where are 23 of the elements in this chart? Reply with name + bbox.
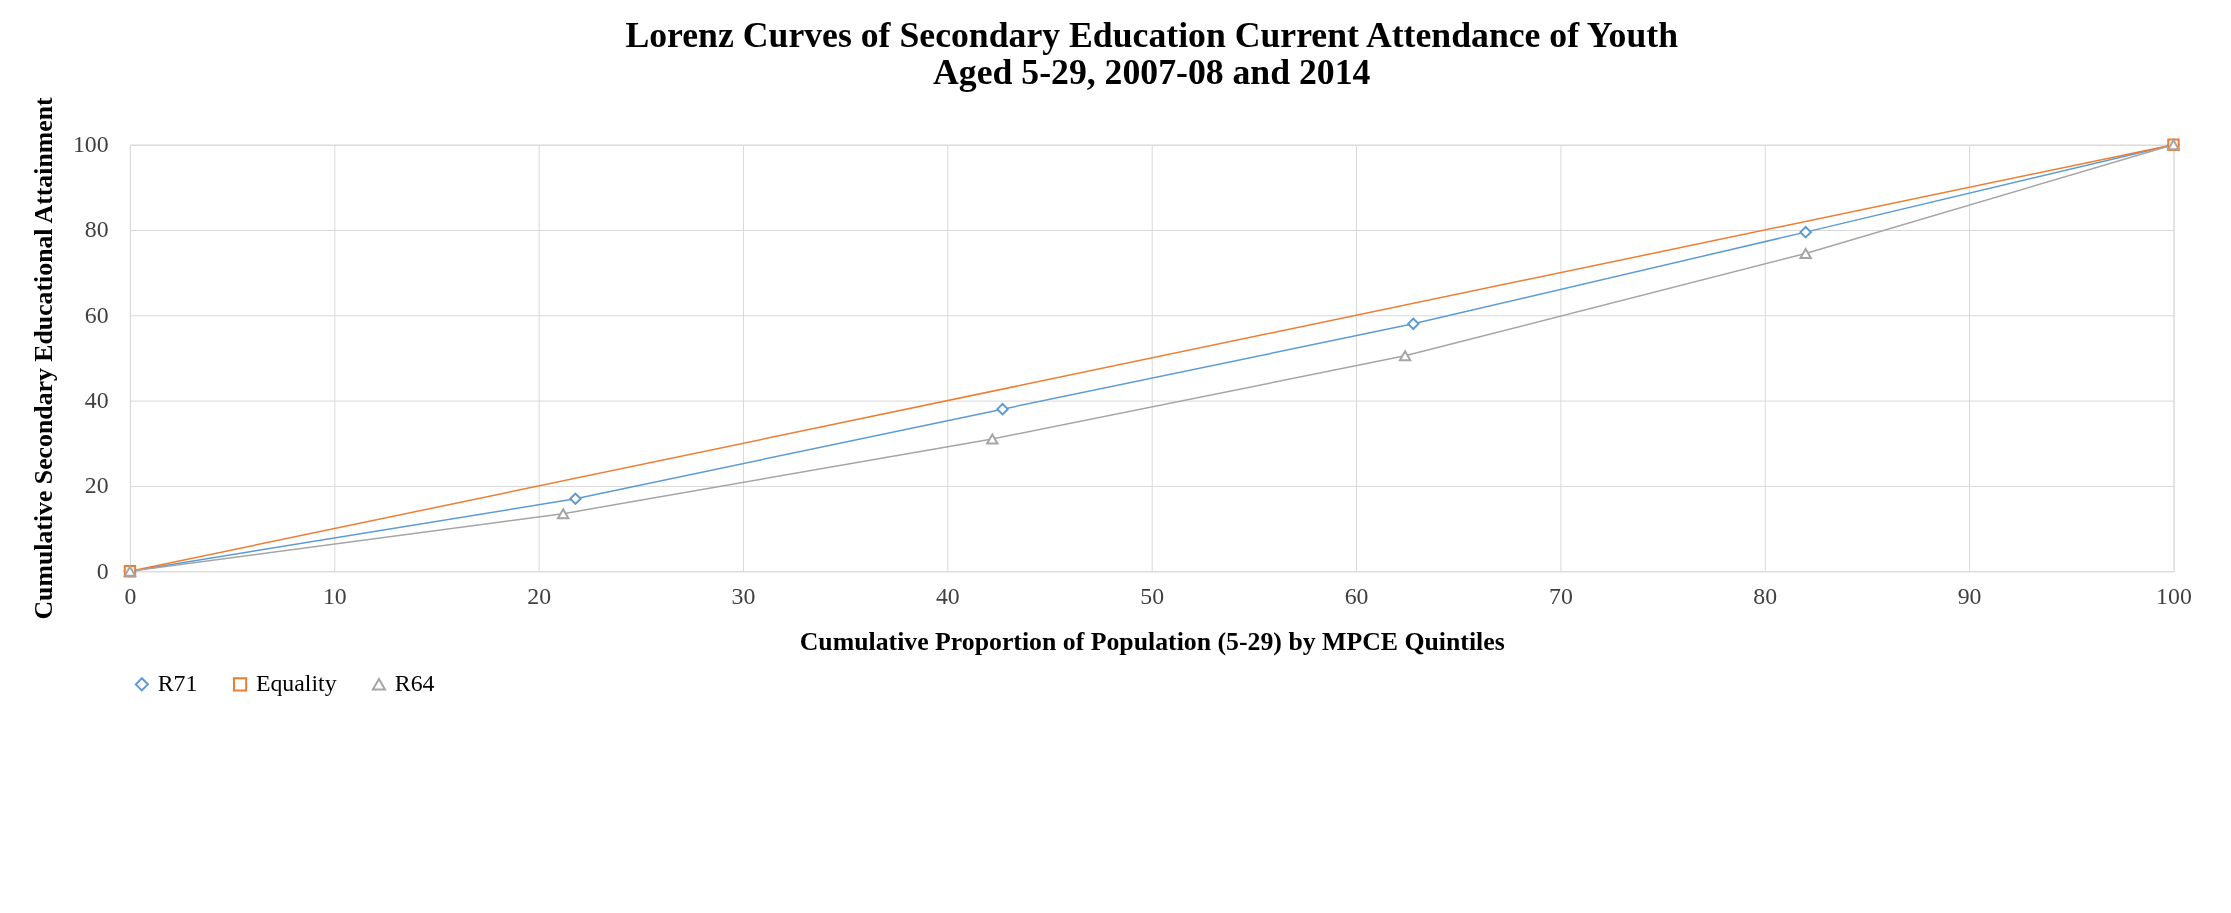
legend-label: Equality xyxy=(255,670,337,697)
x-tick-label: 10 xyxy=(322,583,347,610)
x-tick-label: 20 xyxy=(527,583,552,610)
chart-title: Lorenz Curves of Secondary Education Current Attendance of Youth Aged 5-29, 2007-08 and 2014 xyxy=(625,14,1679,93)
y-tick-label: 0 xyxy=(96,557,109,584)
legend-label: R71 xyxy=(157,670,198,697)
y-tick-label: 100 xyxy=(72,131,109,158)
y-tick-label: 80 xyxy=(84,216,109,243)
y-tick-label: 40 xyxy=(84,387,109,414)
y-axis-title: Cumulative Secondary Educational Attainment xyxy=(29,97,59,620)
x-tick-label: 80 xyxy=(1753,583,1778,610)
x-tick-label: 40 xyxy=(935,583,960,610)
x-tick-label: 70 xyxy=(1549,583,1573,610)
y-tick-label: 60 xyxy=(84,301,109,328)
x-tick-label: 50 xyxy=(1140,583,1165,610)
y-tick-label: 20 xyxy=(84,472,109,499)
x-tick-label: 90 xyxy=(1957,583,1982,610)
x-tick-label: 60 xyxy=(1344,583,1369,610)
x-tick-label: 100 xyxy=(2156,583,2192,610)
x-tick-label: 0 xyxy=(124,583,137,610)
legend-label: R64 xyxy=(394,670,435,697)
x-axis-title: Cumulative Proportion of Population (5-29) by MPCE Quintiles xyxy=(799,627,1505,657)
x-tick-label: 30 xyxy=(731,583,756,610)
